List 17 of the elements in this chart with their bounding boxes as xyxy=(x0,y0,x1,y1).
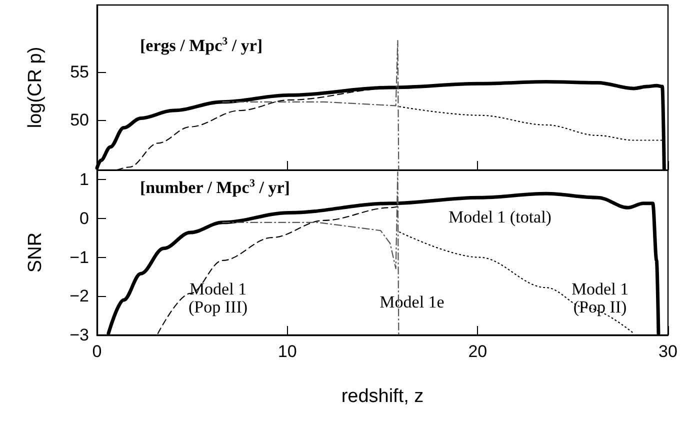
y-tick-label: −1 xyxy=(70,248,89,267)
y-tick-label: 0 xyxy=(80,209,89,228)
y-axis-title: log(CR p) xyxy=(25,46,46,128)
annotation: Model 1e xyxy=(380,292,444,312)
y-tick-label: 50 xyxy=(70,110,89,130)
x-tick-label: 10 xyxy=(278,342,297,361)
y-axis-title: SNR xyxy=(25,232,46,273)
annotation: Model 1 (total) xyxy=(448,208,552,226)
x-axis-title: redshift, z xyxy=(341,386,424,407)
y-tick-label: −2 xyxy=(70,286,89,306)
y-tick-label: 1 xyxy=(80,170,89,190)
y-tick-label: −3 xyxy=(70,326,89,344)
annotation: Model 1 (Pop III) xyxy=(188,280,248,316)
x-tick-label: 20 xyxy=(468,342,488,361)
x-tick-label: 30 xyxy=(658,342,678,361)
y-tick-label: 55 xyxy=(70,62,89,82)
x-tick-label: 0 xyxy=(92,342,102,361)
